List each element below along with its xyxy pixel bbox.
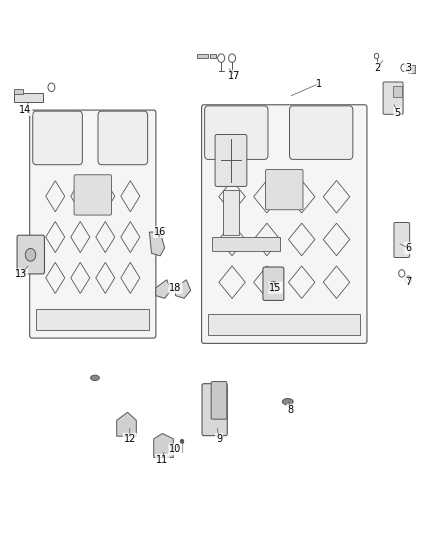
FancyBboxPatch shape (211, 382, 227, 419)
Text: 6: 6 (405, 243, 411, 253)
Bar (36, 309, 149, 330)
Polygon shape (176, 280, 191, 298)
Text: 1: 1 (316, 78, 322, 88)
Text: 16: 16 (154, 227, 166, 237)
FancyBboxPatch shape (383, 82, 403, 114)
Text: 13: 13 (15, 270, 27, 279)
Text: 5: 5 (394, 108, 401, 118)
Bar (14, 89, 23, 94)
Bar (408, 65, 415, 73)
Polygon shape (149, 232, 165, 256)
Text: 14: 14 (19, 105, 32, 115)
Text: 7: 7 (405, 277, 411, 287)
Ellipse shape (283, 399, 293, 405)
Text: 17: 17 (228, 70, 240, 80)
Bar (208, 314, 360, 335)
FancyBboxPatch shape (33, 111, 82, 165)
Bar (14, 93, 43, 102)
Circle shape (269, 281, 278, 292)
Ellipse shape (91, 375, 99, 381)
Bar (197, 54, 208, 58)
Bar (212, 237, 280, 251)
FancyBboxPatch shape (205, 106, 268, 159)
Text: 9: 9 (216, 434, 222, 444)
Bar (393, 86, 402, 97)
FancyBboxPatch shape (30, 110, 156, 338)
Polygon shape (156, 280, 171, 298)
FancyBboxPatch shape (263, 267, 284, 301)
Polygon shape (117, 413, 136, 436)
FancyBboxPatch shape (201, 105, 367, 343)
FancyBboxPatch shape (215, 134, 247, 187)
FancyBboxPatch shape (98, 111, 148, 165)
Text: 11: 11 (156, 455, 169, 465)
Circle shape (25, 248, 36, 261)
Text: 8: 8 (288, 405, 294, 415)
Polygon shape (154, 433, 173, 457)
FancyBboxPatch shape (265, 169, 303, 210)
Text: 18: 18 (170, 282, 182, 293)
FancyBboxPatch shape (290, 106, 353, 159)
Text: 2: 2 (375, 63, 381, 72)
Circle shape (180, 439, 184, 444)
FancyBboxPatch shape (74, 175, 112, 215)
FancyBboxPatch shape (202, 384, 227, 435)
Bar (223, 190, 239, 235)
Text: 12: 12 (124, 434, 136, 444)
Text: 15: 15 (269, 282, 282, 293)
FancyBboxPatch shape (394, 222, 410, 257)
Bar (210, 54, 215, 58)
FancyBboxPatch shape (17, 235, 45, 274)
Text: 3: 3 (405, 63, 411, 72)
Text: 10: 10 (170, 445, 182, 455)
